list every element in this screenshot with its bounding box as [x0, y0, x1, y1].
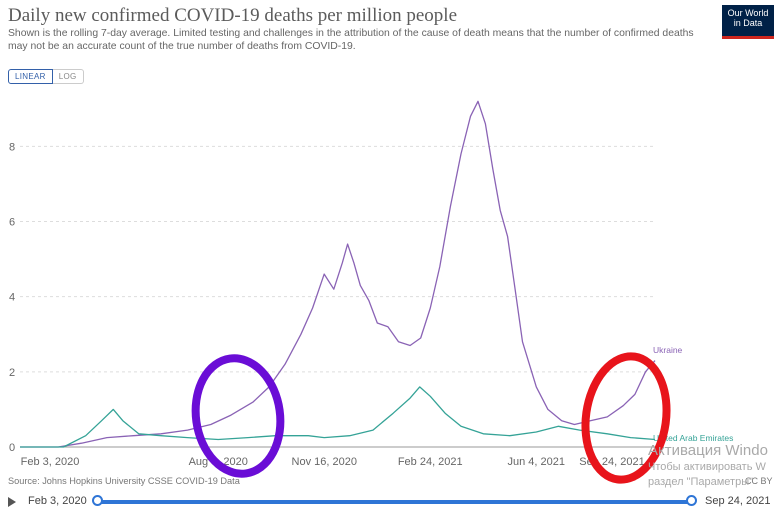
- logo-line-1: Our World: [727, 8, 769, 18]
- timeline: Feb 3, 2020 Sep 24, 2021: [0, 490, 780, 515]
- red-circle-annotation: [581, 352, 671, 484]
- log-scale-button[interactable]: LOG: [52, 69, 84, 84]
- scale-toggle: LINEAR LOG: [8, 69, 84, 84]
- x-tick-label: Nov 16, 2020: [292, 456, 357, 468]
- windows-activation-settings: раздел "Параметры": [648, 476, 754, 488]
- y-tick-label: 6: [9, 217, 15, 229]
- y-tick-label: 8: [9, 141, 15, 153]
- y-tick-label: 0: [9, 442, 15, 454]
- purple-circle-annotation: [191, 354, 285, 478]
- source-note: Source: Johns Hopkins University CSSE CO…: [8, 476, 240, 486]
- owid-logo[interactable]: Our World in Data: [722, 5, 774, 39]
- y-tick-label: 2: [9, 367, 15, 379]
- series-line-ukraine: [20, 100, 656, 448]
- chart-subtitle: Shown is the rolling 7-day average. Limi…: [8, 28, 694, 52]
- timeline-start-handle[interactable]: [92, 495, 103, 506]
- timeline-track[interactable]: [97, 500, 691, 504]
- timeline-start-label: Feb 3, 2020: [28, 495, 87, 507]
- windows-activation-hint: Чтобы активировать W: [648, 461, 766, 473]
- series-line-united-arab-emirates: [20, 386, 656, 448]
- series-label: United Arab Emirates: [653, 433, 733, 443]
- windows-activation-watermark: Активация Windo: [648, 442, 768, 459]
- x-tick-label: Feb 3, 2020: [21, 456, 80, 468]
- series-label: Ukraine: [653, 345, 683, 355]
- chart-title: Daily new confirmed COVID-19 deaths per …: [8, 5, 458, 26]
- play-icon[interactable]: [8, 497, 16, 507]
- license-link[interactable]: CC BY: [745, 476, 773, 486]
- logo-line-2: in Data: [733, 18, 763, 28]
- timeline-end-handle[interactable]: [686, 495, 697, 506]
- linear-scale-button[interactable]: LINEAR: [8, 69, 53, 84]
- timeline-end-label: Sep 24, 2021: [705, 495, 771, 507]
- y-tick-label: 4: [9, 292, 15, 304]
- x-tick-label: Feb 24, 2021: [398, 456, 463, 468]
- x-tick-label: Jun 4, 2021: [508, 456, 566, 468]
